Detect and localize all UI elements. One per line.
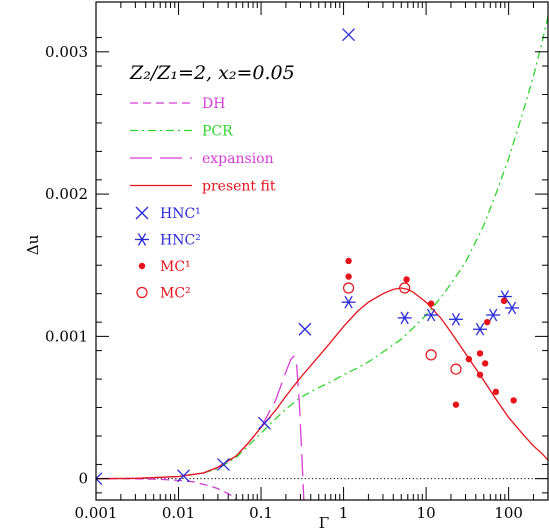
series-mc-point	[510, 397, 517, 404]
series-mc-point	[481, 360, 489, 367]
legend-marker	[135, 233, 149, 246]
series-layer	[96, 16, 548, 500]
series-mc-point	[342, 282, 355, 294]
y-axis-label: Δu	[24, 234, 42, 255]
legend-label: DH	[202, 96, 225, 112]
x-tick-label: 100	[494, 504, 523, 522]
series-mc-point	[465, 355, 473, 363]
series-hnc-point	[258, 416, 271, 430]
series-mc-point	[450, 363, 462, 375]
ticks: 0.001 0.01 0.1 1 10 100 0 0.001 0.002 0.003	[45, 2, 549, 522]
legend-label: expansion	[202, 151, 274, 167]
series-mc-point	[483, 318, 491, 326]
series-dh-line	[96, 478, 237, 500]
x-tick-label: 0.001	[75, 504, 118, 522]
series-mc-point	[345, 257, 352, 265]
series-mc-point	[476, 350, 484, 357]
x-tick-label: 0.01	[162, 504, 195, 522]
legend-label: HNC¹	[160, 206, 201, 222]
legend-label: MC¹	[160, 259, 191, 275]
legend-label: PCR	[202, 124, 233, 140]
x-axis-label: Γ	[319, 514, 329, 532]
legend-label: present fit	[202, 179, 276, 195]
y-tick-label: 0.001	[45, 327, 88, 345]
x-tick-label: 1	[339, 504, 349, 522]
series-mc-point	[500, 297, 508, 304]
axes	[95, 1, 549, 501]
series-hnc-point	[505, 301, 520, 315]
y-tick-label: 0.003	[45, 43, 88, 61]
x-tick-label: 0.1	[249, 504, 273, 522]
legend-marker	[136, 286, 148, 299]
plot-frame	[95, 1, 549, 501]
series-mc-point	[452, 401, 460, 408]
legend-label: MC²	[160, 286, 191, 302]
series-hnc-point	[298, 322, 312, 336]
series-hnc-point	[177, 469, 190, 483]
legend-mc: MC²	[136, 286, 191, 302]
legend-dh: DH	[130, 96, 225, 112]
y-tick-label: 0.002	[45, 185, 88, 203]
series-mc-point	[399, 282, 411, 294]
series-hnc-point	[341, 295, 356, 309]
series-present-fit-line	[96, 287, 548, 480]
legend-label: HNC²	[160, 233, 201, 249]
series-mc-point	[427, 300, 435, 307]
series-hnc-point	[448, 312, 463, 326]
series-hnc-point	[473, 322, 488, 336]
series-mc-point	[492, 388, 500, 396]
legend-expansion: expansion	[130, 151, 274, 167]
legend-pcr: PCR	[130, 124, 233, 140]
legend-hnc: HNC²	[135, 233, 201, 249]
series-hnc-point	[342, 28, 356, 42]
legend-marker	[138, 262, 146, 270]
series-hnc-point	[96, 472, 103, 486]
series-hnc-point	[424, 308, 439, 322]
x-tick-label: 10	[417, 504, 436, 522]
series-hnc-point	[397, 311, 412, 325]
series-hnc-point	[216, 457, 230, 471]
legend-present-fit: present fit	[130, 179, 276, 195]
series-mc-point	[345, 273, 352, 280]
series-mc-point	[476, 371, 484, 378]
series-hnc-point	[486, 308, 501, 322]
legend-marker	[135, 206, 149, 220]
y-tick-label: 0	[78, 470, 88, 488]
series-mc-point	[403, 276, 410, 283]
series-mc-point	[425, 349, 437, 361]
legend-hnc: HNC¹	[135, 206, 201, 222]
legend-mc: MC¹	[138, 259, 191, 275]
chart-title: Z₂/Z₁=2, x₂=0.05	[129, 62, 295, 84]
